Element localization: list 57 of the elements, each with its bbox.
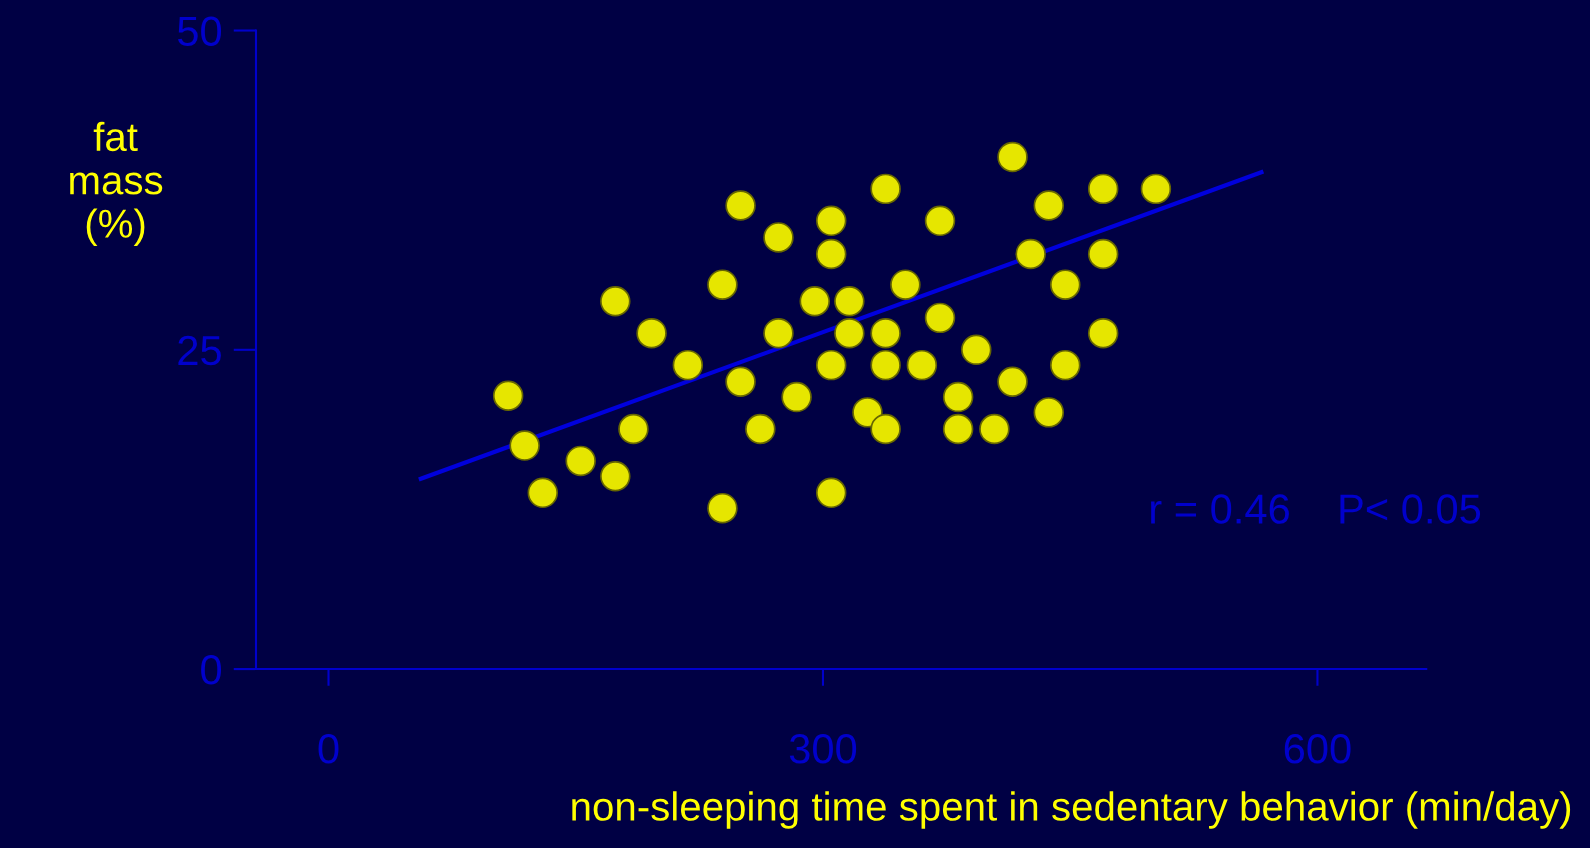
point (815, 238, 847, 270)
x-axis-title: non-sleeping time spent in sedentary behavior (min/day) (572, 791, 1571, 829)
point (1140, 173, 1172, 205)
point (1050, 269, 1081, 300)
point (1087, 238, 1119, 270)
point (1087, 173, 1119, 205)
point (852, 397, 883, 428)
point (799, 286, 830, 317)
point (815, 349, 847, 381)
point (979, 413, 1010, 445)
point (870, 349, 901, 381)
point (961, 334, 992, 366)
point (565, 445, 596, 477)
x-tick-label: 300 (789, 734, 857, 764)
point (725, 366, 756, 397)
point (600, 286, 631, 317)
point (1050, 349, 1081, 381)
x-tick-label: 600 (1284, 734, 1351, 764)
point (1033, 190, 1065, 221)
point (997, 141, 1028, 173)
point (834, 286, 865, 317)
point (492, 380, 524, 412)
point (527, 477, 559, 509)
point (763, 317, 794, 349)
point (942, 381, 974, 413)
point (997, 366, 1028, 397)
point (707, 269, 738, 300)
point (600, 460, 631, 492)
point (870, 413, 901, 445)
point (618, 413, 649, 445)
point (815, 205, 847, 237)
point (815, 477, 847, 509)
point (509, 430, 540, 461)
point (870, 173, 901, 205)
point (1015, 238, 1046, 270)
point (834, 317, 865, 349)
point (924, 205, 956, 237)
point (636, 317, 667, 349)
y-tick-label: 50 (177, 16, 222, 47)
point (942, 413, 974, 445)
point (745, 413, 776, 445)
point (781, 381, 812, 413)
y-tick-label: 0 (201, 655, 222, 685)
point (763, 222, 794, 253)
point (672, 349, 704, 381)
point (924, 302, 956, 334)
y-tick-label: 25 (178, 335, 221, 366)
point (906, 349, 938, 381)
point (890, 269, 921, 300)
x-tick-label: 0 (318, 734, 339, 764)
annotation: r = 0.46 P< 0.05 (1151, 494, 1481, 524)
y-axis-title: fat mass (%) (70, 121, 163, 246)
point (870, 317, 901, 349)
point (1033, 397, 1065, 428)
point (725, 190, 756, 221)
point (1087, 317, 1119, 349)
point (707, 492, 738, 524)
